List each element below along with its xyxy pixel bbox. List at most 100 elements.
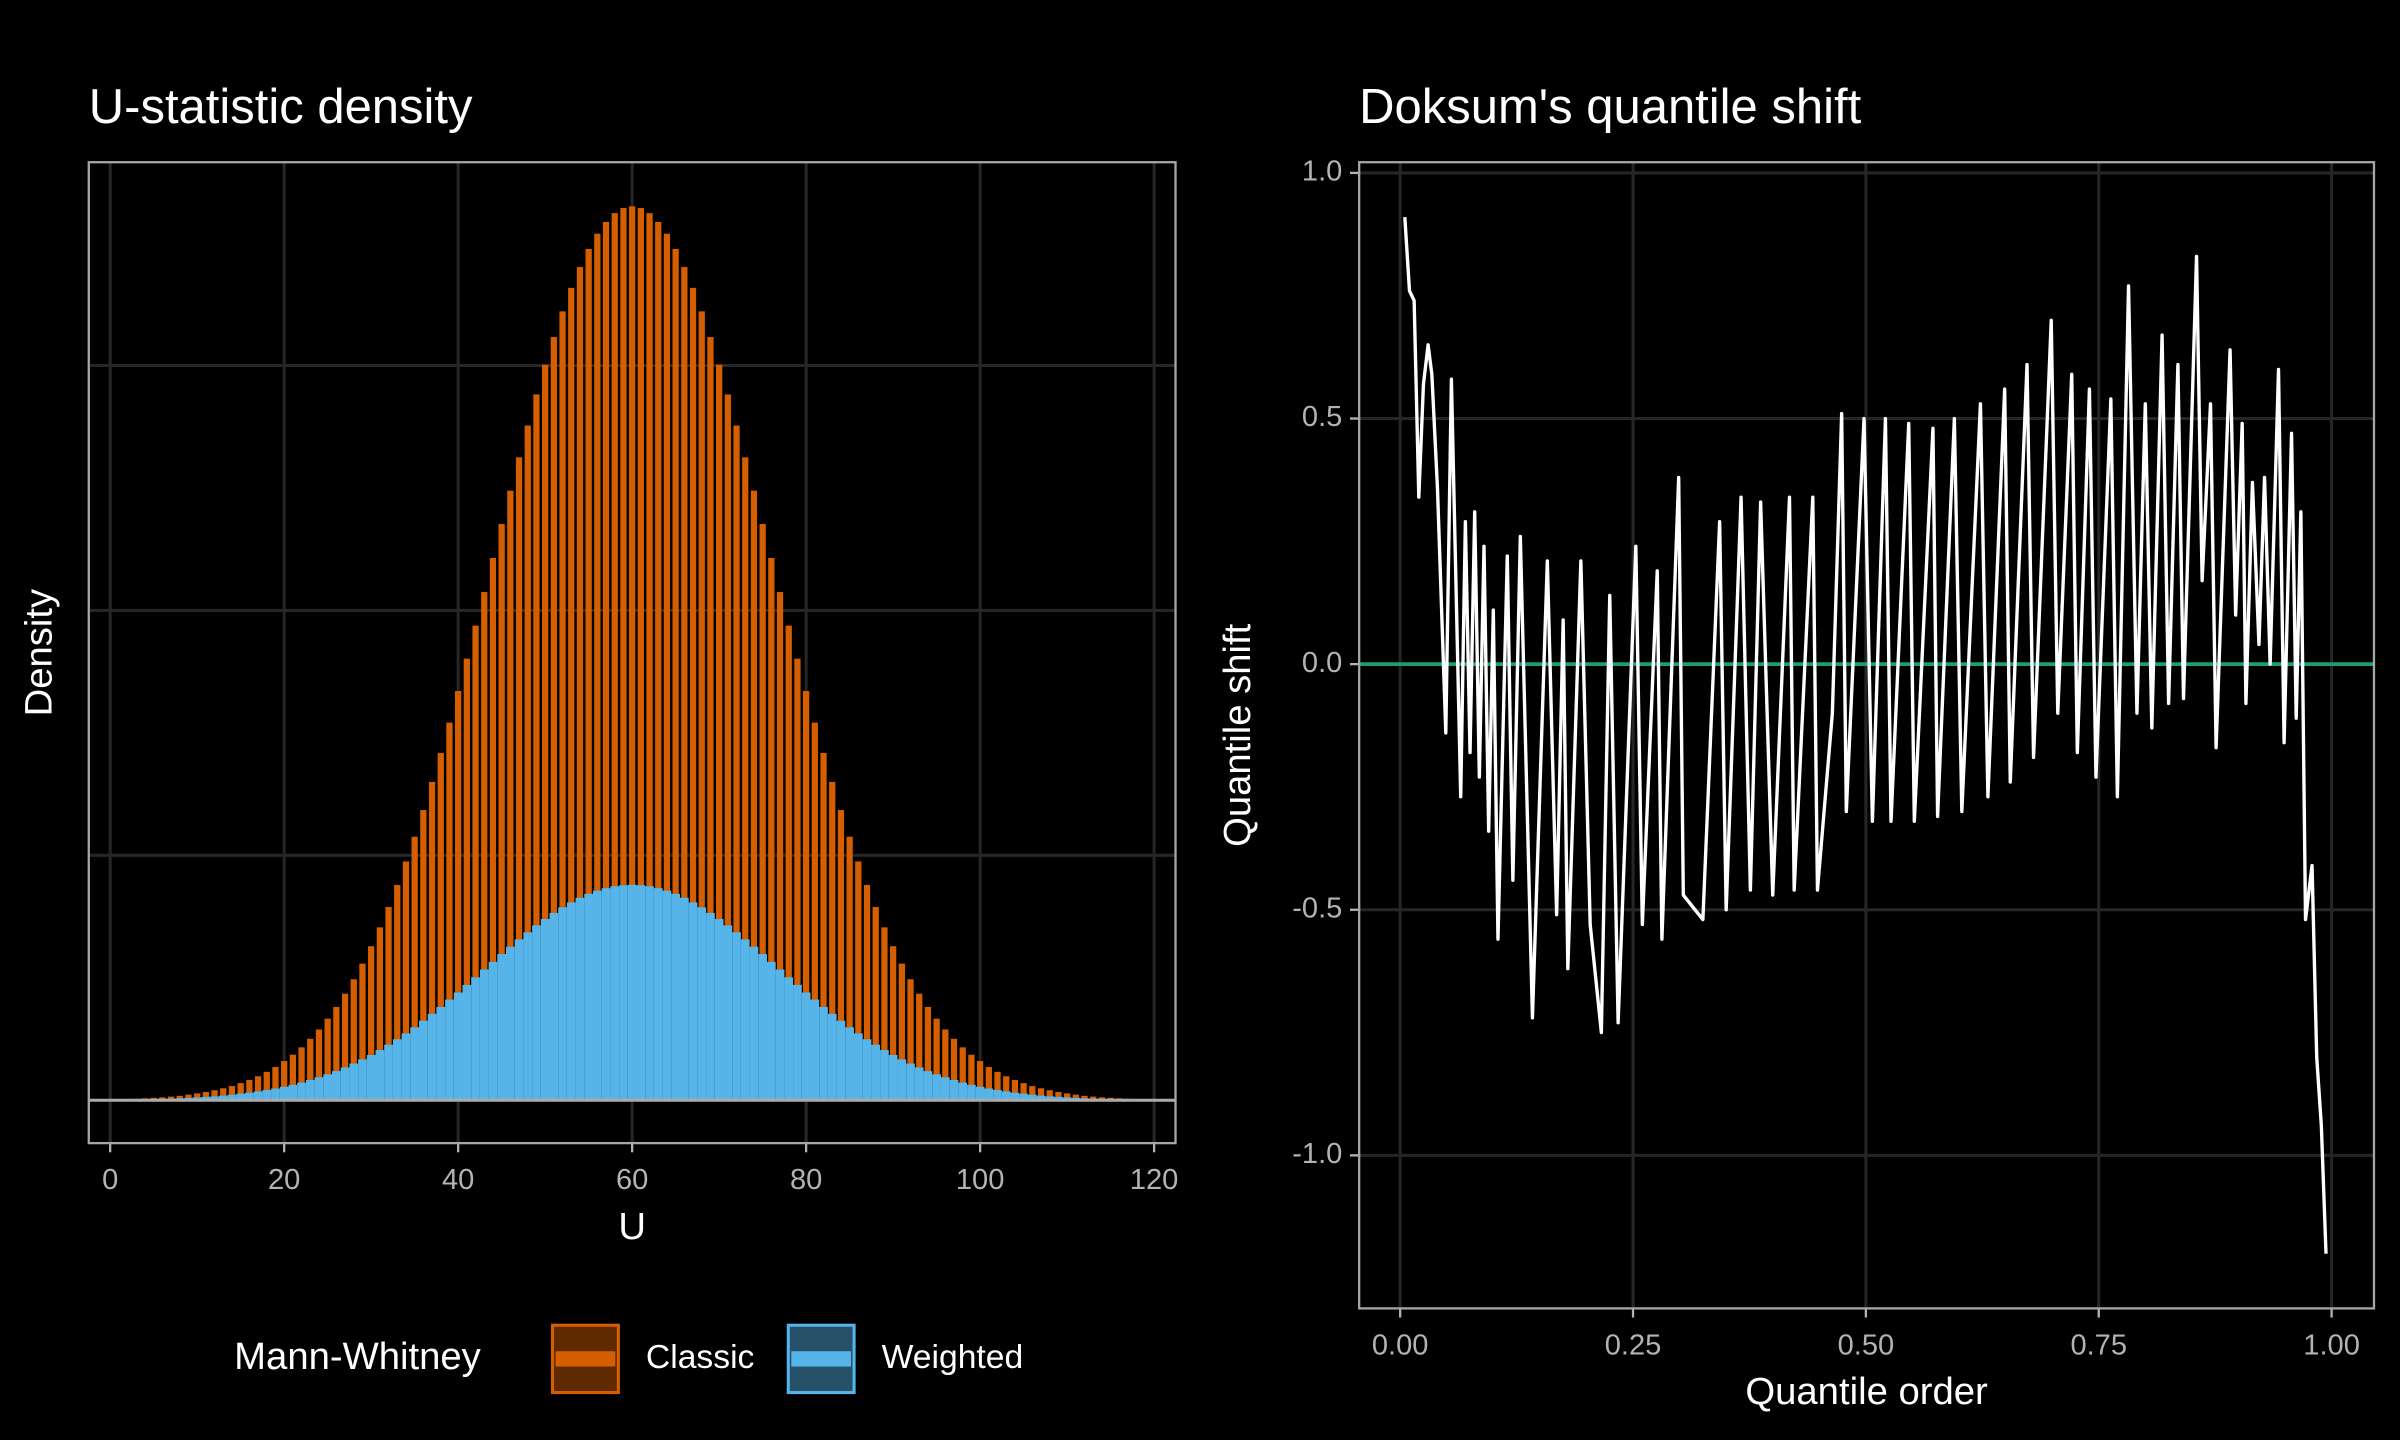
bar — [775, 969, 785, 1101]
bar — [829, 781, 836, 1101]
bar — [1019, 1093, 1028, 1101]
bar — [385, 907, 392, 1101]
bar — [636, 885, 646, 1101]
x-axis-label: Quantile order — [1745, 1370, 1988, 1413]
bar — [871, 1044, 881, 1101]
bar — [1063, 1093, 1071, 1101]
bar — [768, 558, 775, 1101]
bar — [663, 233, 671, 1101]
bar — [733, 425, 740, 1101]
bar — [880, 1050, 889, 1101]
bar — [672, 248, 679, 1101]
bar — [629, 206, 636, 1101]
bar — [366, 1054, 376, 1101]
bar — [332, 1071, 341, 1101]
x-tick-label: 100 — [956, 1164, 1005, 1196]
y-tick-label: 1.0 — [1302, 156, 1342, 188]
bar — [750, 490, 758, 1101]
bar — [253, 1091, 263, 1101]
bar — [758, 954, 767, 1101]
bar — [479, 969, 489, 1101]
x-axis-label: U — [618, 1205, 646, 1248]
legend-swatch — [791, 1351, 852, 1367]
bar — [1036, 1095, 1046, 1101]
bar — [1037, 1088, 1045, 1101]
bar — [836, 1020, 846, 1101]
bar — [497, 954, 507, 1101]
bar — [889, 946, 897, 1101]
bar — [1045, 1096, 1055, 1101]
y-tick-label: 0.0 — [1302, 647, 1342, 679]
legend-title: Mann-Whitney — [234, 1335, 481, 1378]
bar — [568, 287, 575, 1101]
bar — [237, 1083, 244, 1101]
bar — [820, 752, 827, 1101]
bar — [1029, 1086, 1036, 1101]
bar — [602, 221, 610, 1101]
bar — [975, 1086, 985, 1101]
bar — [1003, 1076, 1010, 1101]
bar — [542, 364, 549, 1101]
bar — [645, 886, 654, 1101]
bar — [194, 1093, 201, 1101]
bar — [924, 1006, 932, 1101]
bar — [220, 1088, 227, 1101]
bar — [549, 912, 559, 1101]
bar — [662, 890, 672, 1101]
bar — [263, 1071, 270, 1101]
bar — [1001, 1091, 1011, 1101]
bar — [907, 979, 914, 1101]
bar — [976, 1061, 984, 1101]
x-tick-label: 0.50 — [1838, 1329, 1895, 1361]
bar — [620, 208, 627, 1101]
bar — [994, 1071, 1001, 1101]
bar — [619, 885, 628, 1101]
chart-title: Doksum's quantile shift — [1359, 80, 1861, 134]
line — [1403, 217, 2328, 1254]
bar — [218, 1095, 228, 1101]
bar — [498, 523, 505, 1101]
bar — [1020, 1083, 1027, 1101]
bar — [401, 1033, 411, 1101]
bar — [410, 1027, 420, 1101]
bar — [592, 890, 602, 1101]
bar — [288, 1084, 298, 1101]
bar — [315, 1029, 323, 1101]
bar — [211, 1090, 218, 1101]
bar — [837, 810, 845, 1101]
bar — [575, 897, 585, 1101]
bar — [679, 897, 689, 1101]
bar — [559, 311, 566, 1101]
bar — [759, 523, 766, 1101]
bar — [706, 912, 715, 1101]
bar — [246, 1079, 253, 1101]
bar — [481, 592, 488, 1101]
bar — [375, 1050, 385, 1101]
x-tick-label: 0 — [102, 1164, 118, 1196]
bar — [1054, 1096, 1063, 1101]
bar — [1081, 1095, 1088, 1101]
x-tick-label: 0.00 — [1372, 1329, 1429, 1361]
bar — [1072, 1094, 1079, 1101]
bar — [611, 213, 618, 1101]
bar — [245, 1092, 254, 1101]
bar — [297, 1082, 306, 1101]
bar — [227, 1094, 237, 1101]
bar — [532, 925, 541, 1101]
bar — [810, 999, 820, 1101]
y-tick-label: 0.5 — [1302, 401, 1342, 433]
bar — [950, 1038, 958, 1101]
bar — [524, 425, 531, 1101]
bar — [402, 861, 410, 1101]
bar — [453, 992, 463, 1101]
bar — [462, 984, 472, 1101]
bar — [784, 977, 794, 1101]
bar — [698, 311, 705, 1101]
legend-label: Weighted — [882, 1339, 1024, 1376]
bar — [1046, 1090, 1053, 1101]
bar — [540, 919, 550, 1101]
bar — [863, 884, 871, 1101]
bar — [1027, 1094, 1037, 1101]
bar — [523, 932, 533, 1101]
